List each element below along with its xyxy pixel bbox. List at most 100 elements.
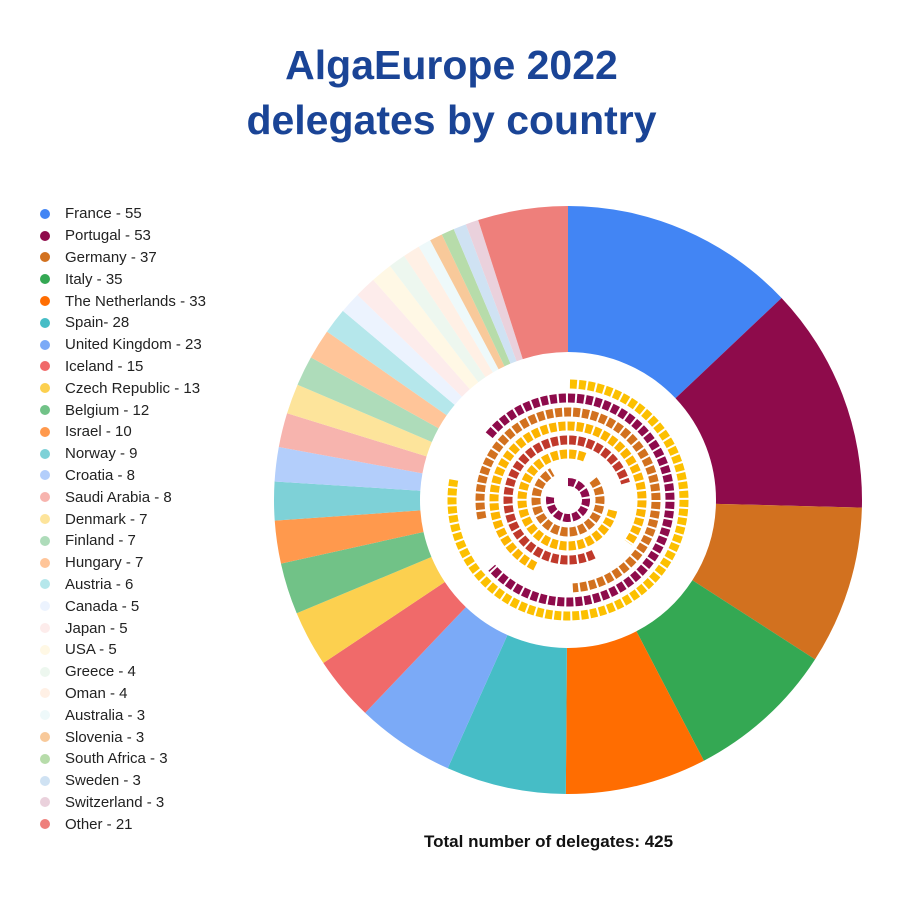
legend-label: Australia - 3: [65, 706, 146, 724]
legend-swatch: [40, 492, 50, 503]
slice-australia: [418, 240, 499, 373]
legend-label: Czech Republic - 13: [65, 379, 201, 397]
slice-sweden: [453, 224, 517, 364]
chart-title-line1: AlgaEurope 2022: [285, 42, 618, 88]
legend-swatch: [40, 317, 50, 328]
legend-label: Saudi Arabia - 8: [65, 488, 172, 506]
legend-item: Israel - 10: [40, 421, 206, 443]
slice-the-netherlands: [565, 631, 704, 794]
slice-other: [478, 206, 568, 360]
legend-item: Greece - 4: [40, 661, 206, 683]
slice-croatia: [274, 447, 423, 491]
legend-label: Spain- 28: [65, 314, 130, 332]
legend-label: The Netherlands - 33: [65, 292, 206, 310]
legend-item: Portugal - 53: [40, 225, 206, 247]
legend-item: Switzerland - 3: [40, 792, 206, 814]
legend-swatch: [40, 535, 50, 546]
legend-item: USA - 5: [40, 639, 206, 661]
legend-label: France - 55: [65, 205, 142, 223]
slice-south-africa: [441, 229, 511, 367]
slice-greece: [389, 255, 486, 383]
legend-item: Hungary - 7: [40, 552, 206, 574]
slice-france: [568, 206, 782, 399]
legend-label: Japan - 5: [65, 619, 128, 637]
legend-swatch: [40, 753, 50, 764]
legend-label: Belgium - 12: [65, 401, 150, 419]
slice-iceland: [323, 582, 466, 713]
slice-israel: [274, 510, 424, 564]
legend-swatch: [40, 797, 50, 808]
slice-spain: [447, 635, 567, 794]
legend-swatch: [40, 426, 50, 437]
legend-item: Sweden - 3: [40, 770, 206, 792]
legend-label: South Africa - 3: [65, 750, 168, 768]
legend-label: Sweden - 3: [65, 772, 141, 790]
legend-item: Canada - 5: [40, 595, 206, 617]
legend-label: Hungary - 7: [65, 554, 144, 572]
legend-label: Germany - 37: [65, 248, 157, 266]
legend-swatch: [40, 557, 50, 568]
legend-item: Slovenia - 3: [40, 726, 206, 748]
legend-swatch: [40, 666, 50, 677]
legend-item: South Africa - 3: [40, 748, 206, 770]
legend-item: Germany - 37: [40, 247, 206, 269]
legend-swatch: [40, 601, 50, 612]
slice-oman: [404, 246, 493, 378]
legend-label: Norway - 9: [65, 445, 138, 463]
legend-item: France - 55: [40, 203, 206, 225]
slice-germany: [692, 503, 862, 660]
legend-swatch: [40, 819, 50, 830]
legend-swatch: [40, 732, 50, 743]
slice-slovenia: [430, 234, 505, 370]
legend-label: Other - 21: [65, 815, 133, 833]
legend-swatch: [40, 208, 50, 219]
legend-label: Slovenia - 3: [65, 728, 145, 746]
legend-swatch: [40, 339, 50, 350]
legend-item: Belgium - 12: [40, 399, 206, 421]
legend-label: USA - 5: [65, 641, 117, 659]
legend-swatch: [40, 470, 50, 481]
legend-swatch: [40, 252, 50, 263]
slice-finland: [297, 357, 439, 442]
legend-swatch: [40, 644, 50, 655]
legend-item: Finland - 7: [40, 530, 206, 552]
legend-swatch: [40, 448, 50, 459]
legend-item: Spain- 28: [40, 312, 206, 334]
legend-swatch: [40, 361, 50, 372]
legend-item: Italy - 35: [40, 268, 206, 290]
legend-label: Greece - 4: [65, 663, 136, 681]
legend-item: Saudi Arabia - 8: [40, 486, 206, 508]
slice-saudi-arabia: [278, 413, 427, 474]
legend-label: United Kingdom - 23: [65, 336, 202, 354]
legend: France - 55 Portugal - 53 Germany - 37 Ital…: [40, 203, 206, 835]
legend-swatch: [40, 274, 50, 285]
legend-item: Oman - 4: [40, 683, 206, 705]
slice-united-kingdom: [365, 607, 508, 769]
legend-item: United Kingdom - 23: [40, 334, 206, 356]
legend-label: Oman - 4: [65, 684, 128, 702]
slice-switzerland: [465, 220, 523, 362]
legend-label: Portugal - 53: [65, 227, 151, 245]
legend-swatch: [40, 514, 50, 525]
slice-japan: [357, 279, 470, 397]
slice-portugal: [675, 297, 862, 508]
legend-swatch: [40, 775, 50, 786]
legend-item: Czech Republic - 13: [40, 377, 206, 399]
slice-czech-republic: [296, 557, 445, 663]
legend-item: Norway - 9: [40, 443, 206, 465]
algaeurope-spiral-logo: [447, 379, 689, 621]
legend-swatch: [40, 623, 50, 634]
legend-item: Australia - 3: [40, 704, 206, 726]
legend-swatch: [40, 710, 50, 721]
legend-item: Other - 21: [40, 813, 206, 835]
legend-item: Croatia - 8: [40, 465, 206, 487]
chart-title-line2: delegates by country: [246, 97, 657, 143]
legend-label: Switzerland - 3: [65, 793, 165, 811]
legend-item: Austria - 6: [40, 574, 206, 596]
legend-label: Canada - 5: [65, 597, 140, 615]
slice-italy: [636, 580, 816, 761]
legend-label: Israel - 10: [65, 423, 132, 441]
slice-norway: [273, 481, 421, 521]
